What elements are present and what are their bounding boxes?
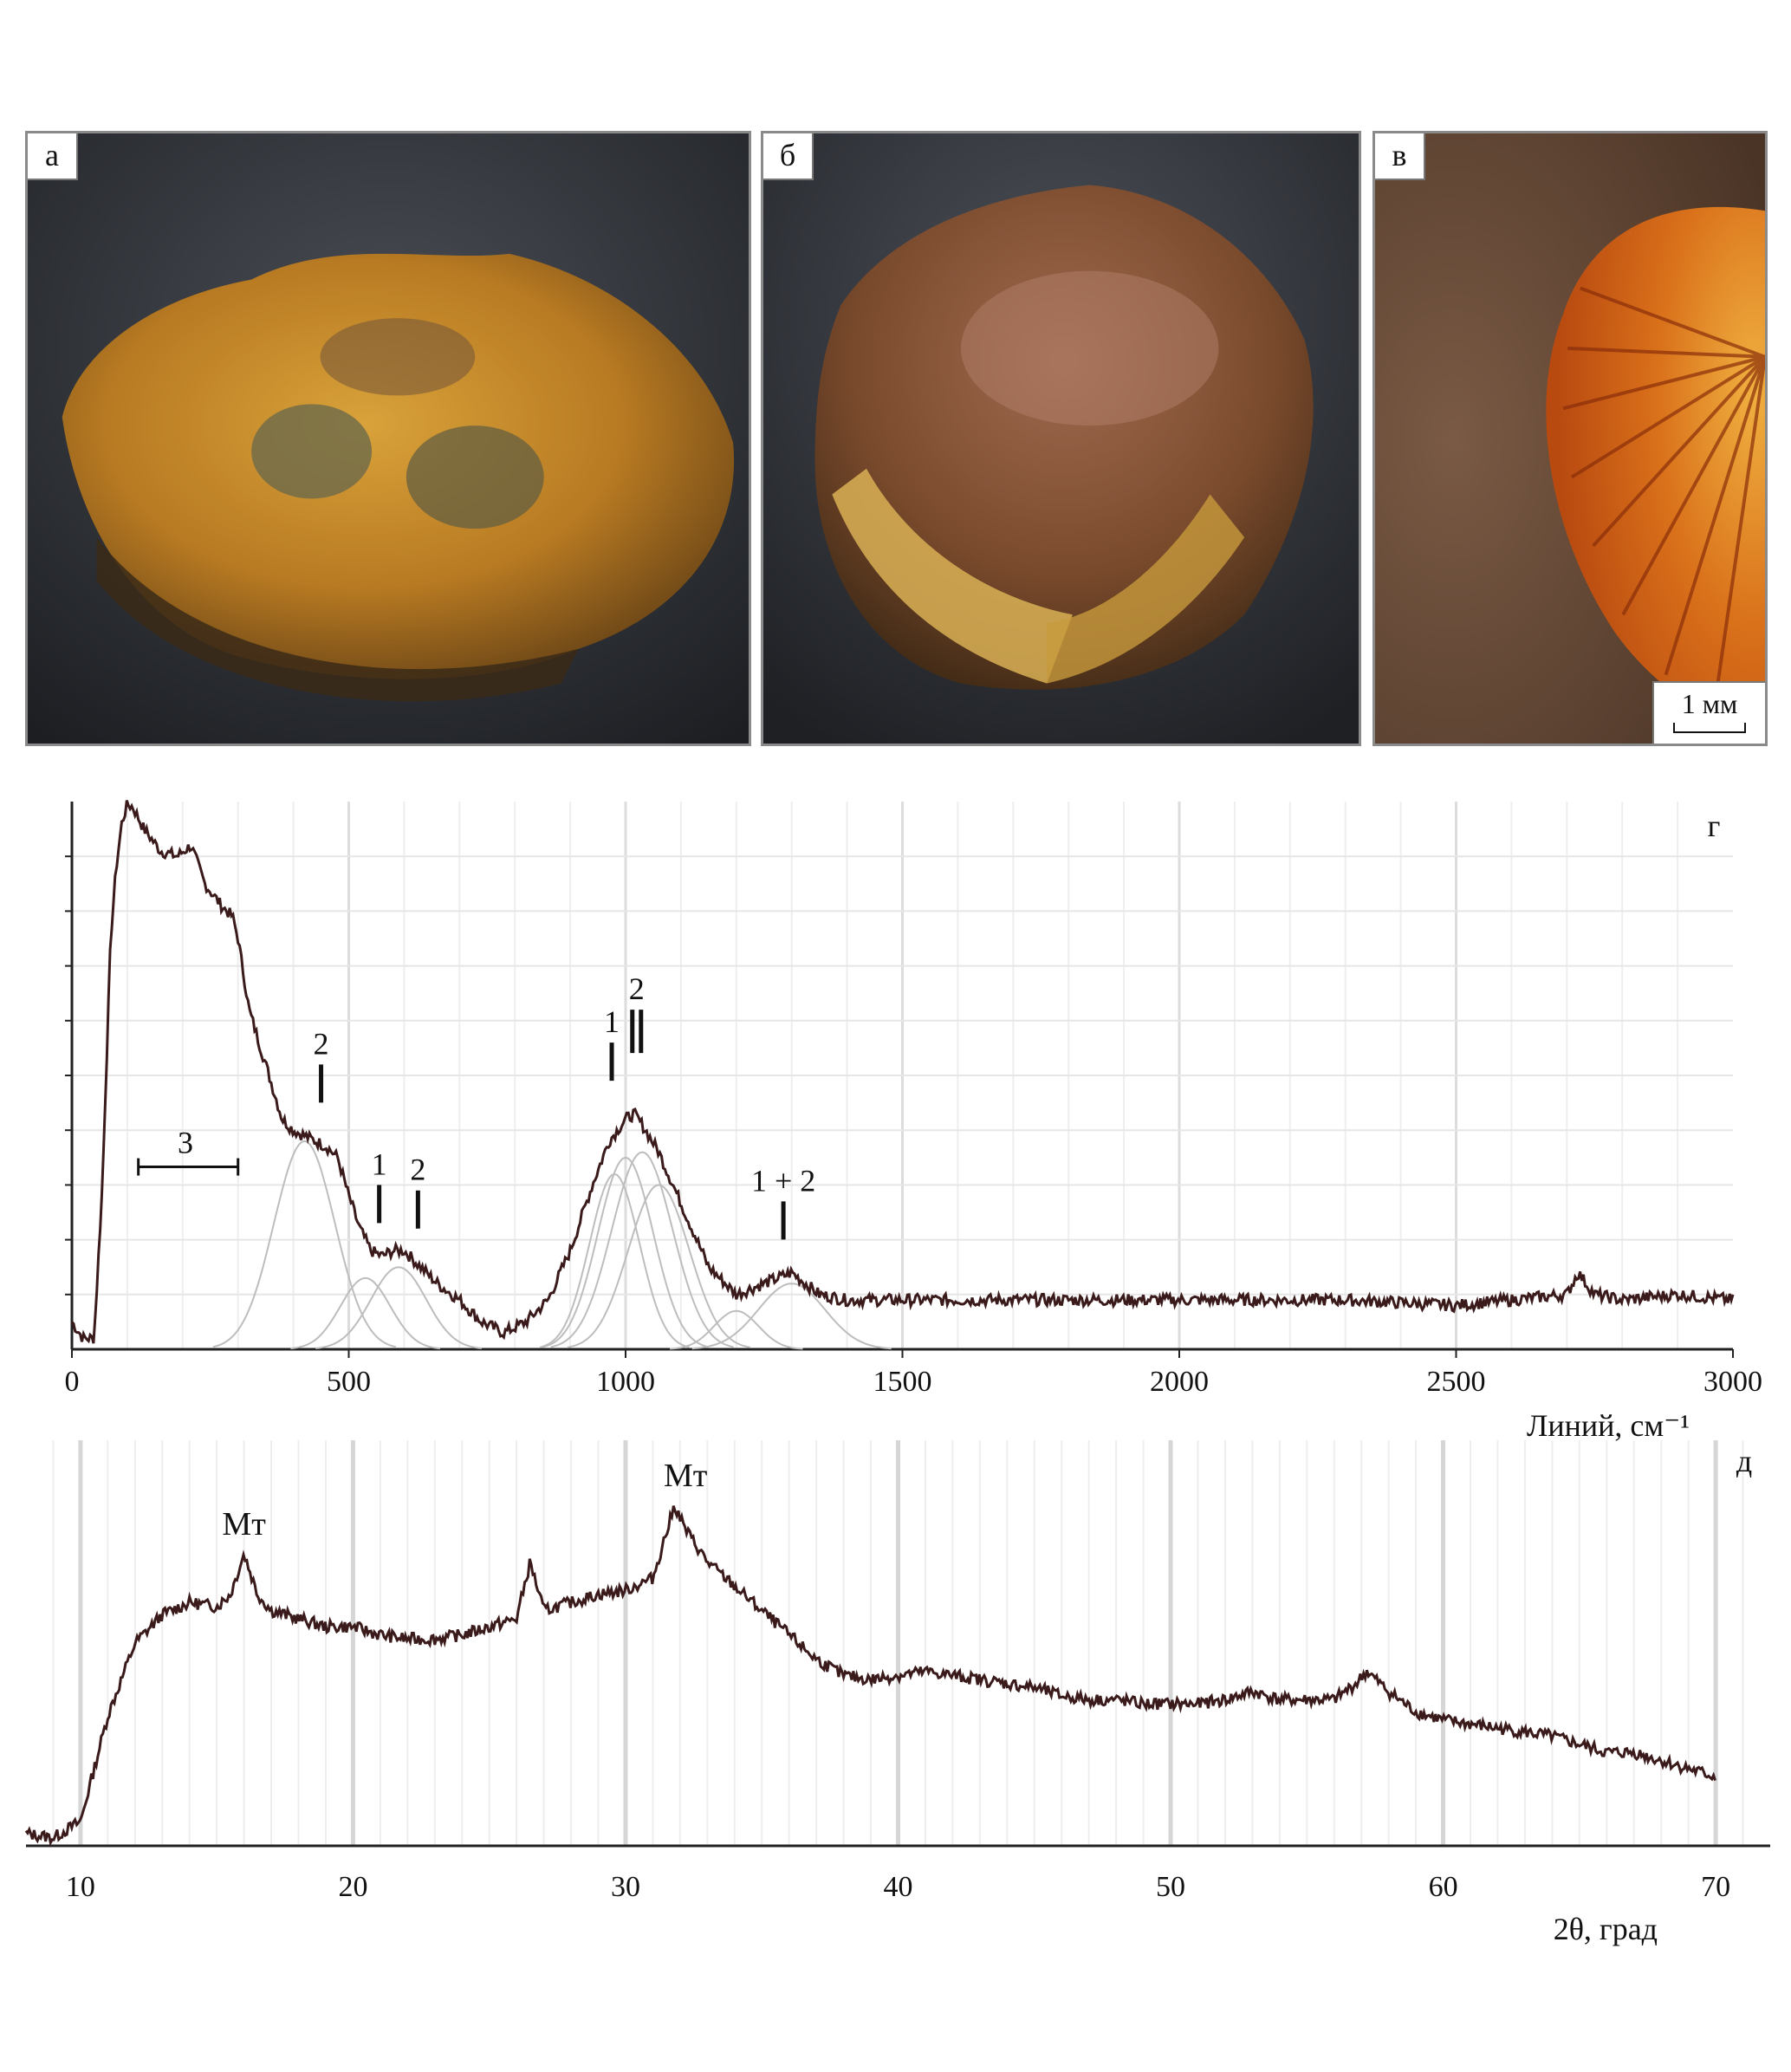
raman-annotation: 3 (178, 1126, 193, 1160)
rock-photo-a (28, 133, 749, 744)
panel-label-a: а (28, 133, 78, 180)
xrd-x-axis-label: 2θ, град (1554, 1912, 1658, 1946)
xrd-annotation: Мт (664, 1458, 708, 1494)
xrd-x-tick-label: 70 (1701, 1871, 1730, 1903)
xrd-x-tick-label: 50 (1156, 1871, 1185, 1903)
raman-annotation: 1 (372, 1146, 387, 1181)
panel-label-v: в (1375, 133, 1425, 180)
photo-panel-a: а (25, 131, 751, 746)
raman-x-tick-label: 500 (327, 1366, 371, 1398)
raman-fit-peak (539, 1172, 690, 1348)
xrd-panel-label: д (1736, 1444, 1752, 1478)
raman-annotation: 2 (629, 971, 645, 1006)
raman-x-tick-label: 1500 (873, 1366, 932, 1398)
scale-bar-line (1673, 723, 1746, 733)
fossil-photo-v (1375, 133, 1765, 744)
scale-bar-label: 1 мм (1681, 688, 1738, 719)
raman-panel-label: г (1708, 809, 1721, 843)
raman-fit-peak (550, 1151, 734, 1348)
raman-x-axis-label: Линий, см⁻¹ (1527, 1408, 1690, 1443)
rock-photo-b (763, 133, 1359, 744)
raman-fit-peak (212, 1140, 397, 1348)
raman-fit-peak (670, 1309, 803, 1350)
xrd-x-tick-label: 30 (611, 1871, 640, 1903)
xrd-x-tick-label: 20 (338, 1871, 367, 1903)
photo-panel-v: в 1 мм (1372, 131, 1768, 746)
raman-fit-peak (315, 1266, 482, 1349)
xrd-pattern-line (24, 1505, 1716, 1847)
xrd-x-tick-label: 40 (884, 1871, 913, 1903)
raman-annotation: 2 (314, 1026, 329, 1061)
xrd-chart: 10 20 30 40 50 60 70 Мт Мт д 2θ, град (24, 1440, 1770, 1946)
panel-label-b: б (763, 133, 814, 180)
raman-spectrum-line (70, 800, 1735, 1344)
scale-bar: 1 мм (1652, 681, 1765, 744)
raman-x-tick-label: 2000 (1150, 1366, 1209, 1398)
xrd-annotation: Мт (222, 1506, 266, 1543)
raman-x-tick-label: 0 (65, 1366, 80, 1398)
raman-annotation: 1 + 2 (751, 1163, 815, 1198)
xrd-x-tick-label: 10 (66, 1871, 95, 1903)
raman-fit-peak (290, 1276, 441, 1350)
raman-x-tick-label: 2500 (1427, 1366, 1486, 1398)
xrd-x-tick-label: 60 (1429, 1871, 1458, 1903)
raman-x-tick-label: 3000 (1703, 1366, 1762, 1398)
raman-fit-peak (691, 1283, 892, 1350)
raman-annotation: 1 (604, 1004, 620, 1039)
photo-panel-b: б (761, 131, 1361, 746)
raman-annotation: 2 (410, 1153, 425, 1187)
raman-fit-peak (542, 1156, 710, 1348)
raman-x-tick-label: 1000 (596, 1366, 655, 1398)
raman-fit-peak (567, 1184, 751, 1348)
